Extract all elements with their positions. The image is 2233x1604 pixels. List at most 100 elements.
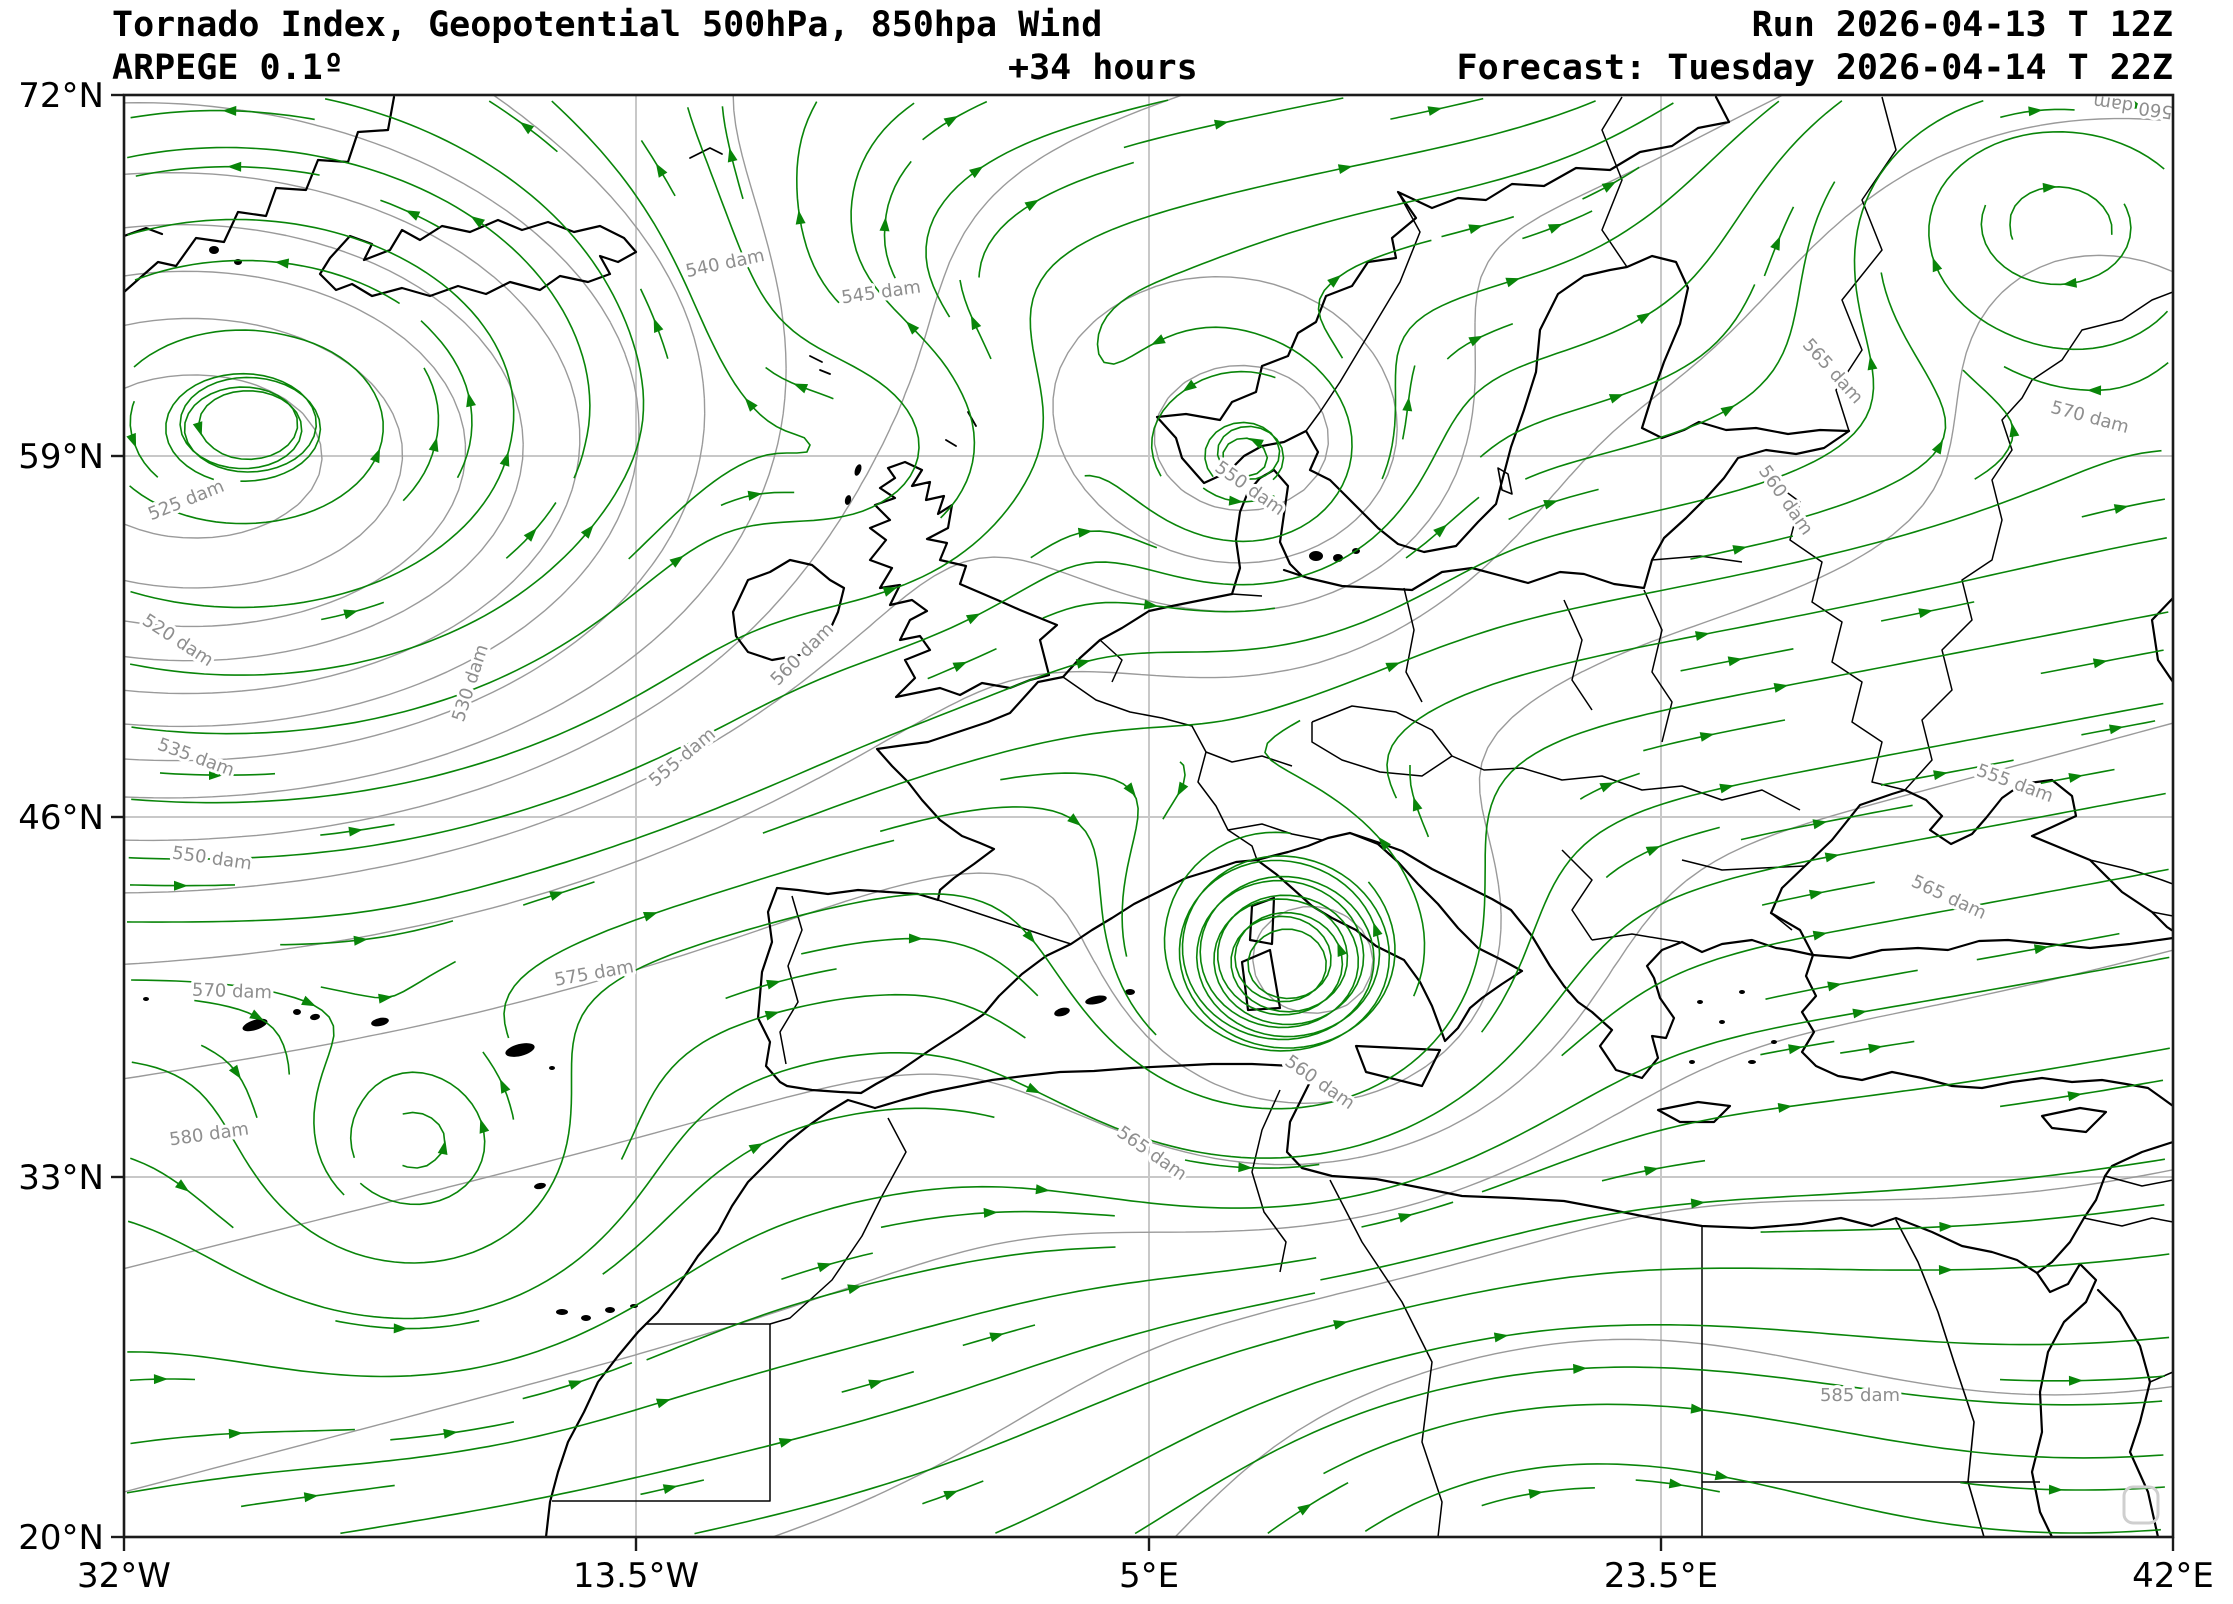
streamline-arrowhead (1075, 659, 1091, 669)
streamline-arrowhead (1773, 683, 1789, 693)
contour-label-580-dam: 580 dam (168, 1119, 250, 1151)
streamline (1803, 272, 1947, 518)
streamline-arrowhead (2028, 106, 2043, 117)
map-title: Tornado Index, Geopotential 500hPa, 850h… (112, 5, 1103, 45)
streamline-arrowhead (795, 210, 806, 225)
streamline-arrowhead (499, 1078, 511, 1094)
coast-crete (1656, 1100, 1732, 1124)
streamline (795, 101, 840, 304)
island (371, 1017, 389, 1027)
coast-sardinia (1240, 948, 1282, 1012)
streamline-arrowhead (1931, 439, 1944, 455)
axis-labels: 72°N 59°N 46°N 33°N 20°N32°W 13.5°W 5°E 23.5°E 4… (18, 76, 2214, 1596)
lon-tick-label: 23.5°E (1604, 1556, 1718, 1596)
border-east-europe (1769, 291, 2173, 791)
contour-label-530-dam: 530 dam (448, 642, 493, 725)
run-info: Run 2026-04-13 T 12Z (1751, 5, 2173, 45)
island (1689, 1060, 1695, 1064)
island (1739, 990, 1745, 994)
streamline-arrowhead (2068, 773, 2083, 783)
streamline (340, 1292, 1316, 1535)
streamline-arrowhead (2068, 1375, 2083, 1386)
streamline-arrowhead (1327, 274, 1342, 288)
streamline-arrowhead (1812, 819, 1828, 830)
streamline-arrowhead (1022, 929, 1036, 944)
streamline (402, 1111, 446, 1169)
border-north-africa (552, 1089, 2040, 1537)
streamline-arrowhead (1468, 224, 1484, 234)
streamline-arrowhead (1939, 1221, 1954, 1232)
streamline-arrowhead (969, 166, 984, 179)
contour-label-555-dam: 555 dam (1974, 760, 2056, 807)
coast-scandinavia (1155, 95, 1851, 554)
streamline (1962, 369, 2015, 480)
streamline-arrowhead (1770, 236, 1781, 251)
island (581, 1315, 591, 1321)
coast-black-sea-south (1811, 936, 2173, 960)
streamline-arrowhead (1412, 796, 1423, 812)
streamline-arrowhead (1918, 608, 1933, 619)
streamline-arrowhead (1151, 334, 1166, 345)
streamline-arrowhead (228, 1428, 243, 1439)
streamline-arrowhead (1378, 836, 1391, 851)
streamline (1264, 719, 1426, 997)
streamline-arrowhead (748, 1143, 764, 1155)
border-portugal (779, 895, 803, 1065)
contour-535dam (124, 172, 581, 695)
streamline (2009, 185, 2113, 240)
streamline-arrowhead (2009, 422, 2020, 438)
streamline-arrowhead (1809, 889, 1824, 900)
streamline-arrowhead (2062, 277, 2077, 288)
contour-label-545-dam: 545 dam (840, 277, 922, 309)
streamline-arrowhead (378, 993, 393, 1004)
streamline-arrowhead (2048, 1484, 2063, 1495)
streamline (127, 218, 515, 609)
coast-faroe-shetland (809, 355, 977, 447)
lat-tick-label: 46°N (18, 798, 104, 838)
streamline (850, 102, 976, 519)
streamline-arrowhead (1812, 930, 1828, 941)
island (143, 997, 149, 1001)
streamline-arrowhead (523, 528, 537, 542)
streamline (335, 1319, 480, 1330)
streamline-arrowhead (2113, 504, 2129, 514)
streamline-arrowhead (1699, 732, 1715, 742)
streamline-arrowhead (1333, 1320, 1348, 1330)
streamline-arrowhead (470, 216, 485, 228)
streamline-arrowhead (499, 451, 510, 467)
streamline-arrowhead (847, 1284, 862, 1295)
streamline-arrowhead (1824, 852, 1840, 863)
contour-565dam (124, 117, 2173, 1014)
streamline-arrowhead (747, 490, 763, 501)
streamline (1000, 772, 1139, 957)
streamline-arrowhead (1398, 1213, 1413, 1223)
contour-label-555-dam: 555 dam (645, 724, 720, 792)
streamline (1524, 181, 1836, 480)
contour-label-575-dam: 575 dam (553, 956, 636, 991)
streamline-arrowhead (727, 147, 738, 163)
streamline-arrowhead (669, 555, 684, 568)
streamline-arrowhead (1827, 981, 1842, 992)
streamline (995, 1324, 2170, 1534)
streamline-arrowhead (1337, 942, 1347, 957)
streamline-arrowhead (519, 121, 535, 135)
streamline-arrowhead (656, 1398, 671, 1409)
streamline-arrowhead (1636, 312, 1652, 325)
streamline-arrowhead (1433, 524, 1448, 538)
streamline-arrowhead (1238, 1162, 1253, 1173)
streamline (1740, 804, 1913, 841)
island (844, 495, 852, 505)
streamline (1204, 421, 1285, 481)
streamline-arrowhead (989, 1332, 1005, 1343)
lat-tick-label: 20°N (18, 1518, 104, 1558)
contour-540dam (124, 102, 640, 728)
contour-labels: 540 dam 545 dam 560 dam 565 dam 570 dam 550 d… (135, 88, 2177, 1409)
wind-streamlines (126, 97, 2170, 1535)
lon-tick-label: 5°E (1119, 1556, 1179, 1596)
coast-jan-mayen (689, 147, 723, 159)
streamline-arrowhead (1373, 922, 1383, 938)
streamline-arrowhead (222, 105, 237, 116)
streamline-arrowhead (1177, 781, 1189, 797)
streamline (1605, 826, 1720, 879)
